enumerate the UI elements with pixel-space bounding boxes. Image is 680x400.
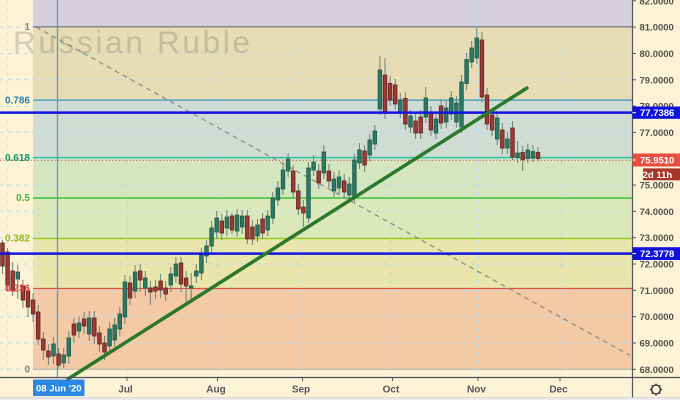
svg-text:1: 1 (24, 22, 30, 33)
svg-text:82.0000: 82.0000 (640, 0, 674, 7)
svg-text:0.236: 0.236 (5, 284, 30, 295)
svg-text:Oct: Oct (383, 385, 400, 396)
svg-text:77.0000: 77.0000 (640, 128, 674, 139)
svg-text:0.382: 0.382 (5, 234, 30, 245)
svg-text:0.786: 0.786 (5, 95, 30, 106)
svg-text:68.0000: 68.0000 (640, 365, 674, 376)
svg-text:0.618: 0.618 (5, 153, 30, 164)
svg-text:72.3778: 72.3778 (640, 249, 674, 260)
svg-text:0: 0 (24, 365, 30, 376)
svg-text:Nov: Nov (467, 385, 486, 396)
svg-text:70.0000: 70.0000 (640, 312, 674, 323)
svg-text:73.0000: 73.0000 (640, 233, 674, 244)
svg-text:Aug: Aug (206, 385, 225, 396)
svg-text:Sep: Sep (292, 385, 310, 396)
svg-text:Jul: Jul (118, 385, 133, 396)
svg-text:79.0000: 79.0000 (640, 75, 674, 86)
svg-text:72.0000: 72.0000 (640, 260, 674, 271)
svg-text:80.0000: 80.0000 (640, 49, 674, 60)
svg-text:81.0000: 81.0000 (640, 23, 674, 34)
svg-text:Russian Ruble: Russian Ruble (13, 24, 250, 60)
svg-text:2d 11h: 2d 11h (640, 170, 672, 181)
svg-text:08 Jun '20: 08 Jun '20 (36, 383, 82, 394)
svg-text:71.0000: 71.0000 (640, 286, 674, 297)
svg-text:69.0000: 69.0000 (640, 338, 674, 349)
svg-text:77.7386: 77.7386 (640, 108, 674, 119)
svg-text:74.0000: 74.0000 (640, 207, 674, 218)
svg-text:0.5: 0.5 (16, 193, 30, 204)
svg-text:Dec: Dec (549, 385, 568, 396)
svg-text:75.9510: 75.9510 (640, 156, 674, 167)
svg-text:75.0000: 75.0000 (640, 181, 674, 192)
